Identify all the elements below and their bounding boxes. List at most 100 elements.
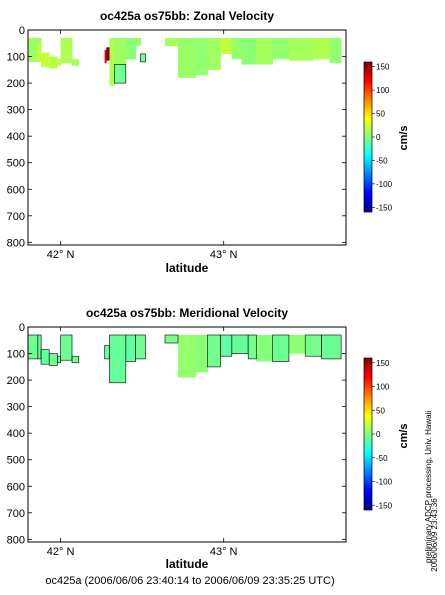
y-tick-label: 800	[7, 534, 25, 546]
heatmap-cell	[313, 38, 331, 60]
meridional-heatmap-cells	[27, 334, 342, 384]
heatmap-cell	[41, 52, 50, 68]
colorbar-tick-label: 50	[376, 110, 385, 119]
heatmap-cell	[37, 38, 42, 45]
meridional-colorbar-ticks: 150 100 50 0 -50 -100 -150	[372, 359, 393, 510]
colorbar-tick-label: -150	[376, 501, 393, 510]
y-tick-label: 100	[7, 349, 25, 361]
y-tick-label: 400	[7, 428, 25, 440]
heatmap-cell	[256, 335, 273, 362]
meridional-chart-title: oc425a os75bb: Meridional Velocity	[86, 306, 288, 320]
heatmap-cell	[125, 335, 136, 362]
heatmap-cell	[165, 335, 179, 343]
heatmap-cell	[104, 49, 107, 64]
y-tick-label: 700	[7, 508, 25, 520]
meridional-velocity-panel: oc425a os75bb: Meridional Velocity 0 100 2…	[7, 306, 410, 571]
colorbar-tick-label: -150	[376, 203, 393, 212]
y-tick-label: 300	[7, 402, 25, 414]
heatmap-cell	[288, 38, 314, 61]
heatmap-cell	[321, 335, 342, 359]
zero-contour	[135, 334, 146, 360]
zonal-x-axis-label: latitude	[166, 261, 209, 275]
colorbar-tick-label: 0	[376, 430, 381, 439]
heatmap-cell	[114, 64, 127, 84]
zero-contour	[247, 334, 257, 360]
heatmap-cell	[57, 59, 62, 66]
colorbar-tick-label: -100	[376, 180, 393, 189]
y-tick-label: 600	[7, 184, 25, 196]
zonal-colorbar-label: cm/s	[398, 125, 410, 150]
heatmap-cell	[248, 335, 257, 359]
heatmap-cell	[220, 38, 233, 54]
meridional-colorbar-label: cm/s	[398, 423, 410, 448]
heatmap-cell	[220, 335, 233, 357]
zonal-plot-frame	[27, 29, 347, 246]
y-tick-label: 600	[7, 481, 25, 493]
meridional-plot-frame	[27, 326, 347, 543]
heatmap-cell	[140, 53, 146, 62]
colorbar-tick-label: 100	[376, 86, 390, 95]
zero-contour	[114, 64, 127, 84]
heatmap-cell	[231, 38, 242, 60]
zonal-chart-title: oc425a os75bb: Zonal Velocity	[100, 9, 274, 23]
zero-contour	[37, 334, 42, 360]
cruise-time-range: oc425a (2006/06/06 23:40:14 to 2006/06/0…	[45, 575, 334, 587]
heatmap-cell	[60, 335, 73, 361]
x-tick-label: 42° N	[47, 249, 75, 261]
y-tick-label: 500	[7, 455, 25, 467]
heatmap-cell	[329, 38, 342, 64]
zero-contour	[321, 334, 342, 360]
heatmap-cell	[109, 335, 127, 383]
heatmap-cell	[165, 38, 179, 46]
zonal-heatmap-cells	[28, 38, 342, 86]
heatmap-cell	[104, 345, 110, 359]
heatmap-cell	[272, 38, 290, 60]
zonal-x-axis: 42° N 43° N	[47, 30, 238, 261]
heatmap-cell	[106, 47, 110, 61]
x-tick-label: 43° N	[210, 249, 238, 261]
zero-contour	[60, 334, 73, 361]
heatmap-cell	[178, 38, 197, 78]
heatmap-cell	[72, 59, 79, 66]
zonal-y-axis: 0 100 200 300 400 500 600 700 800	[7, 25, 346, 249]
colorbar-tick-label: 0	[376, 133, 381, 142]
meridional-y-axis: 0 100 200 300 400 500 600 700 800	[7, 322, 346, 546]
heatmap-cell	[305, 335, 322, 357]
heatmap-cell	[196, 335, 208, 373]
heatmap-cell	[41, 349, 50, 365]
y-tick-label: 700	[7, 211, 25, 223]
heatmap-cell	[109, 38, 115, 86]
zero-contour	[272, 334, 290, 362]
y-tick-label: 0	[19, 25, 25, 37]
meridional-x-axis-label: latitude	[166, 557, 209, 571]
colorbar-tick-label: 50	[376, 406, 385, 415]
y-tick-label: 400	[7, 131, 25, 143]
y-tick-label: 800	[7, 237, 25, 249]
y-tick-label: 100	[7, 52, 25, 64]
y-tick-label: 200	[7, 78, 25, 90]
colorbar-tick-label: -100	[376, 478, 393, 487]
heatmap-cell	[272, 335, 290, 362]
plot-timestamp: 2006/06/09 23:43:36	[430, 498, 439, 572]
y-tick-label: 500	[7, 158, 25, 170]
zero-contour	[71, 355, 79, 364]
heatmap-cell	[37, 335, 42, 359]
x-tick-label: 43° N	[210, 546, 238, 558]
colorbar-tick-label: 100	[376, 383, 390, 392]
heatmap-cell	[28, 335, 39, 359]
colorbar-tick-label: 150	[376, 359, 390, 368]
y-tick-label: 0	[19, 322, 25, 334]
zonal-velocity-panel: oc425a os75bb: Zonal Velocity 0 100 200 300…	[7, 9, 410, 275]
heatmap-cell	[241, 38, 257, 65]
zonal-colorbar-ticks: 150 100 50 0 -50 -100 -150	[372, 63, 393, 212]
heatmap-cell	[135, 38, 141, 46]
colorbar-tick-label: -50	[376, 156, 388, 165]
y-tick-label: 300	[7, 105, 25, 117]
heatmap-cell	[72, 356, 79, 363]
heatmap-cell	[49, 56, 58, 69]
heatmap-cell	[114, 38, 127, 65]
zero-contour	[140, 53, 146, 63]
meridional-x-axis: 42° N 43° N	[47, 327, 238, 558]
heatmap-cell	[178, 335, 197, 378]
